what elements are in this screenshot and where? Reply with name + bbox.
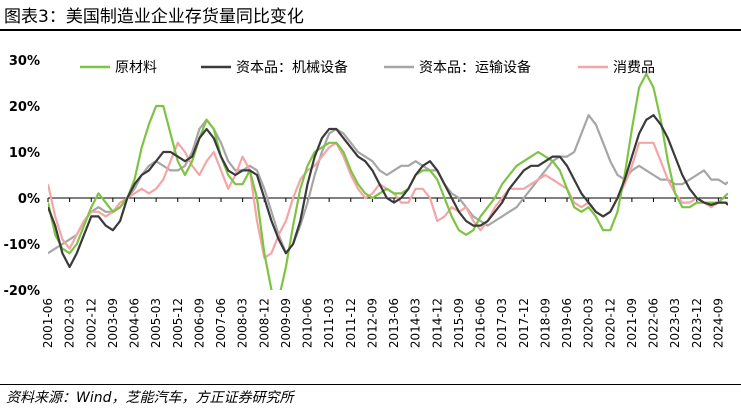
legend: 原材料 资本品：机械设备 资本品：运输设备 消费品 xyxy=(80,59,655,76)
x-tick-label: 2020-12 xyxy=(603,298,617,348)
y-axis: 30% 20% 10% 0% -10% -20% xyxy=(3,54,40,299)
x-tick-label: 2015-09 xyxy=(452,298,466,348)
legend-label: 消费品 xyxy=(613,60,655,76)
y-tick-label: 10% xyxy=(9,146,40,161)
x-tick-label: 2017-03 xyxy=(495,298,509,348)
x-tick-label: 2010-06 xyxy=(301,298,315,348)
x-tick-label: 2006-09 xyxy=(192,298,206,348)
x-tick-label: 2012-09 xyxy=(365,298,379,348)
x-tick-label: 2024-09 xyxy=(711,298,725,348)
legend-label: 资本品：机械设备 xyxy=(236,59,348,76)
x-tick-label: 2003-09 xyxy=(106,298,120,348)
y-tick-label: 0% xyxy=(18,192,40,207)
x-tick-label: 2020-03 xyxy=(582,298,596,348)
y-tick-label: 30% xyxy=(9,54,40,69)
x-tick-label: 2014-03 xyxy=(409,298,423,348)
series-line-3 xyxy=(48,114,728,255)
x-tick-label: 2022-06 xyxy=(647,298,661,348)
x-tick-label: 2005-12 xyxy=(171,298,185,348)
series-lines xyxy=(48,72,728,290)
x-tick-label: 2009-09 xyxy=(279,298,293,348)
x-tick-label: 2016-06 xyxy=(474,298,488,348)
x-tick-label: 2017-12 xyxy=(517,298,531,348)
x-tick-label: 2023-03 xyxy=(668,298,682,348)
legend-label: 资本品：运输设备 xyxy=(419,59,531,76)
x-tick-label: 2021-09 xyxy=(625,298,639,348)
x-tick-label: 2011-12 xyxy=(344,298,358,348)
series-line-1 xyxy=(48,72,728,290)
source-note: 资料来源：Wind，芝能汽车，方正证券研究所 xyxy=(0,384,741,410)
x-tick-label: 2013-06 xyxy=(387,298,401,348)
x-tick-label: 2014-12 xyxy=(430,298,444,348)
x-tick-label: 2011-03 xyxy=(322,298,336,348)
x-tick-label: 2007-06 xyxy=(214,298,228,348)
x-tick-label: 2002-03 xyxy=(63,298,77,348)
series-line-2 xyxy=(48,114,728,269)
y-tick-label: -10% xyxy=(3,238,40,253)
line-chart: 原材料 资本品：机械设备 资本品：运输设备 消费品 30% 20% 10% 0% -10% -2… xyxy=(3,54,728,348)
x-tick-label: 2008-12 xyxy=(257,298,271,348)
x-tick-label: 2004-06 xyxy=(128,298,142,348)
x-tick-label: 2023-12 xyxy=(690,298,704,348)
x-axis: 2001-06 2002-03 2002-12 2003-09 2004-06 2005-… xyxy=(41,198,725,348)
x-tick-label: 2001-06 xyxy=(41,298,55,348)
x-tick-label: 2019-06 xyxy=(560,298,574,348)
y-tick-label: -20% xyxy=(3,284,40,299)
figure-title: 图表3：美国制造业企业存货量同比变化 xyxy=(0,3,741,31)
x-tick-label: 2008-03 xyxy=(236,298,250,348)
legend-label: 原材料 xyxy=(115,60,157,76)
x-tick-label: 2002-12 xyxy=(84,298,98,348)
x-tick-label: 2005-03 xyxy=(149,298,163,348)
y-tick-label: 20% xyxy=(9,100,40,115)
x-tick-label: 2018-09 xyxy=(538,298,552,348)
